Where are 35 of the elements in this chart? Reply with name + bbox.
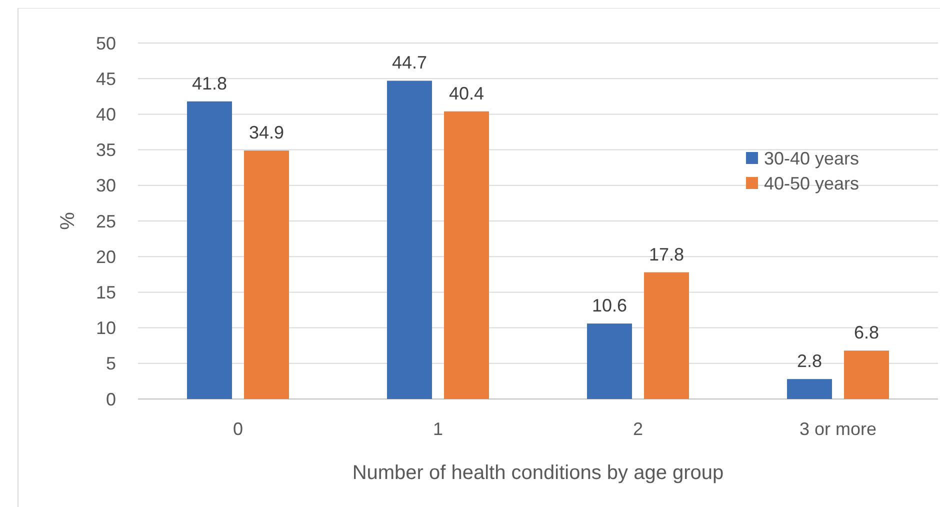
data-label: 44.7 bbox=[392, 52, 428, 73]
x-tick-label: 1 bbox=[432, 419, 444, 439]
bar bbox=[244, 150, 289, 399]
data-label: 2.8 bbox=[796, 351, 822, 372]
x-axis-title: Number of health conditions by age group bbox=[352, 462, 724, 484]
data-label: 10.6 bbox=[592, 296, 628, 316]
bar bbox=[187, 101, 232, 399]
bar bbox=[587, 324, 632, 399]
y-tick-label: 40 bbox=[96, 104, 116, 124]
y-tick-label: 35 bbox=[96, 140, 116, 160]
bar bbox=[444, 111, 489, 399]
data-label: 6.8 bbox=[854, 322, 880, 343]
y-tick-label: 10 bbox=[96, 318, 116, 338]
y-tick-label: 5 bbox=[106, 354, 116, 374]
legend-label: 30-40 years bbox=[764, 148, 860, 168]
x-tick-label: 2 bbox=[632, 419, 644, 439]
x-tick-label: 3 or more bbox=[799, 419, 877, 439]
y-tick-label: 30 bbox=[96, 176, 116, 196]
y-tick-label: 20 bbox=[96, 246, 116, 267]
bar bbox=[644, 272, 689, 399]
y-tick-label: 15 bbox=[96, 282, 116, 302]
data-label: 40.4 bbox=[448, 83, 484, 104]
data-label: 34.9 bbox=[248, 122, 284, 143]
bar bbox=[787, 379, 832, 399]
y-axis-title: % bbox=[57, 212, 79, 230]
x-tick-label: 0 bbox=[232, 419, 244, 439]
data-label: 17.8 bbox=[648, 244, 684, 264]
y-tick-label: 25 bbox=[96, 211, 116, 232]
y-tick-label: 0 bbox=[106, 389, 116, 410]
y-tick-label: 50 bbox=[96, 33, 116, 54]
bar bbox=[387, 80, 432, 399]
legend-label: 40-50 years bbox=[764, 173, 860, 194]
data-label: 41.8 bbox=[192, 73, 228, 94]
bar bbox=[844, 350, 889, 399]
y-tick-label: 45 bbox=[96, 68, 116, 89]
